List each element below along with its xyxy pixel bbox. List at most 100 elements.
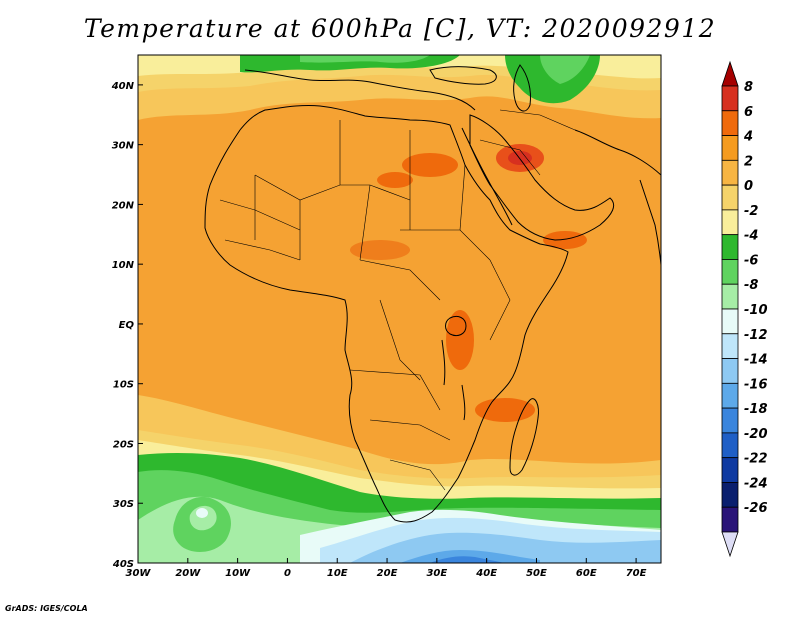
colorbar-segment (721, 506, 739, 533)
colorbar-label: -20 (744, 427, 768, 442)
map-area (138, 55, 661, 563)
lightgreen-north-east (540, 55, 590, 84)
colorbar-label: -2 (744, 204, 758, 219)
lat-tick-label: 40N (111, 81, 135, 92)
border-10 (379, 299, 421, 381)
border-8 (459, 164, 466, 231)
colorbar-bottom-arrow (721, 531, 739, 558)
africa-coastline (204, 105, 569, 523)
india-coastline (639, 179, 661, 266)
border-13 (389, 459, 446, 491)
lake-victoria (445, 315, 467, 337)
lon-tick-label: 10E (327, 568, 348, 579)
hot-spot-libya (377, 172, 413, 188)
colorbar-segment (721, 457, 739, 483)
colorbar-top-arrow (721, 60, 739, 87)
madagascar-coastline (509, 398, 539, 476)
colorbar-segment (721, 432, 739, 459)
border-4 (359, 184, 371, 261)
lake-malawi (461, 384, 466, 421)
asia-coastline (574, 129, 661, 176)
red-sea-coastline (461, 127, 513, 226)
colorbar-segment (721, 482, 739, 508)
lon-tick-label: 20W (175, 568, 201, 579)
map-frame (137, 54, 662, 564)
colorbar-label: -24 (744, 476, 768, 491)
colorbar-label: -4 (744, 229, 758, 244)
lat-tick-label: 10N (112, 260, 135, 271)
black-sea-coastline (429, 66, 497, 85)
colorbar-segment (721, 333, 739, 359)
border-11 (349, 369, 441, 411)
hot-spot-arabia-inner (508, 151, 532, 165)
lat-tick-label: 40S (112, 559, 134, 570)
colorbar-segment (721, 358, 739, 384)
arabia-coastline (469, 114, 615, 241)
border-17 (219, 199, 301, 231)
colorbar-segment (721, 407, 739, 434)
colorbar-segment (721, 259, 739, 285)
lat-tick-label: 30N (112, 141, 135, 152)
hot-spot-sahel (350, 240, 410, 260)
border-9 (359, 259, 441, 301)
colorbar-label: 0 (744, 179, 753, 194)
lon-tick-label: 20E (377, 568, 398, 579)
hot-spot-east-africa (446, 310, 474, 370)
lat-tick-label: 10S (113, 380, 134, 391)
europe-coastline (244, 69, 476, 111)
colorbar-label: -18 (744, 402, 768, 417)
caspian-coastline (513, 64, 531, 112)
border-14 (489, 259, 511, 341)
colorbar-label: 6 (744, 105, 753, 120)
colorbar-label: 2 (744, 154, 753, 169)
hot-spot-somalia (543, 231, 587, 249)
border-18 (224, 239, 301, 261)
chart-title: Temperature at 600hPa [C], VT: 202009291… (83, 14, 717, 43)
colorbar-segment (721, 135, 739, 161)
country-borders (219, 109, 576, 491)
colorbar-label: 4 (743, 130, 753, 145)
lon-tick-label: 50E (526, 568, 547, 579)
colorbar-label: -16 (744, 377, 768, 392)
colorbar-segment (721, 85, 739, 112)
lightgreen-north-med (300, 55, 430, 63)
lake-tanganyika (441, 339, 446, 386)
colorbar-label: -6 (744, 253, 758, 268)
lon-tick-label: 10W (225, 568, 251, 579)
colorbar: 8 6 4 2 0 -2 -4 -6 -8 -10 -12 -14 -16 -18 -20 -22 -24 -26 (721, 60, 768, 558)
longitude-ticks: 30W 20W 10W 0 10E 20E 30E 40E 50E 60E 70E (126, 558, 647, 579)
credit-text: GrADS: IGES/COLA (5, 604, 88, 613)
hot-spot-egypt (402, 153, 458, 177)
colorbar-label: -8 (744, 278, 758, 293)
colorbar-label: 8 (744, 80, 753, 95)
colorbar-segment (721, 283, 739, 310)
lon-tick-label: 30W (126, 568, 152, 579)
colorbar-segment (721, 110, 739, 136)
colorbar-label: -10 (744, 303, 768, 318)
lat-tick-label: EQ (119, 320, 135, 331)
border-15 (479, 139, 541, 176)
colorbar-segment (721, 308, 739, 335)
hot-spot-mozambique (475, 398, 535, 422)
lon-tick-label: 60E (576, 568, 597, 579)
colorbar-label: -14 (744, 353, 768, 368)
latitude-ticks: 40N 30N 20N 10N EQ 10S 20S 30S 40S (111, 81, 143, 570)
lon-tick-label: 70E (626, 568, 647, 579)
colorbar-label: -12 (744, 328, 768, 343)
colorbar-segment (721, 209, 739, 236)
lat-tick-label: 30S (113, 499, 134, 510)
colorbar-segment (721, 159, 739, 186)
colorbar-segment (721, 234, 739, 260)
colorbar-label: -26 (744, 501, 768, 516)
white-spot-southwest (196, 508, 208, 518)
lon-tick-label: 40E (475, 568, 497, 579)
lon-tick-label: 0 (284, 568, 291, 579)
lat-tick-label: 20N (112, 200, 135, 211)
coastlines (204, 64, 661, 523)
lat-tick-label: 20S (113, 439, 134, 450)
lon-tick-label: 30E (426, 568, 447, 579)
colorbar-segment (721, 382, 739, 409)
colorbar-label: -22 (744, 452, 768, 467)
colorbar-segment (721, 184, 739, 211)
